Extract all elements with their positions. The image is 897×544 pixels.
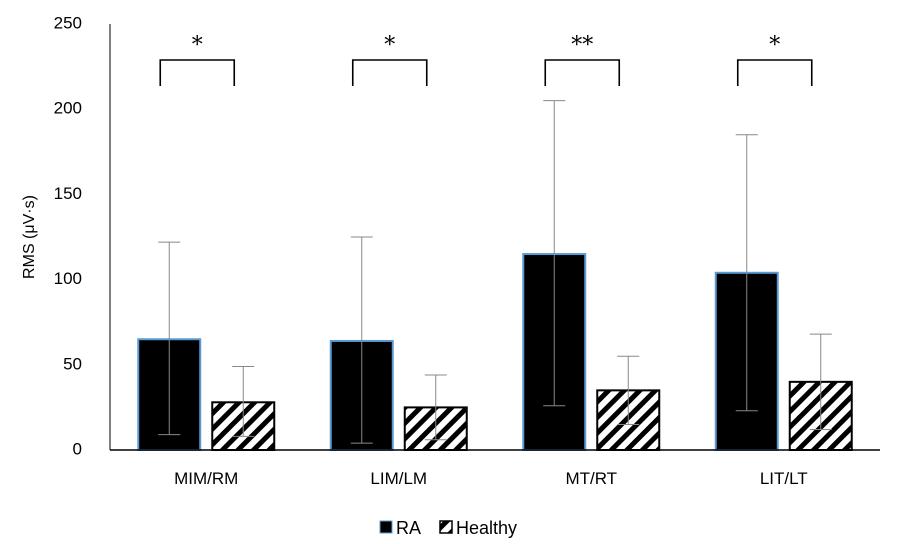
significance-label: * — [384, 33, 395, 58]
legend-swatch-ra — [379, 520, 393, 534]
x-tick-label: LIM/LM — [370, 469, 427, 488]
significance-bracket — [544, 59, 621, 86]
significance-bracket — [736, 59, 813, 86]
y-tick-label: 150 — [54, 184, 82, 203]
y-axis-title: RMS (μV·s) — [21, 195, 38, 279]
legend-label-ra: RA — [396, 518, 421, 538]
significance-brackets: * * ** * — [159, 33, 813, 86]
legend-swatch-healthy — [439, 520, 453, 534]
y-tick-label: 200 — [54, 99, 82, 118]
x-tick-label: LIT/LT — [760, 469, 808, 488]
legend-label-healthy: Healthy — [456, 518, 517, 538]
y-tick-label: 250 — [54, 13, 82, 32]
x-tick-label: MT/RT — [565, 469, 617, 488]
y-tick-label: 100 — [54, 269, 82, 288]
significance-bracket — [159, 59, 236, 86]
significance-bracket — [351, 59, 428, 86]
y-tick-label: 0 — [73, 439, 82, 458]
y-axis-title-group: RMS (μV·s) — [21, 195, 38, 279]
significance-label: ** — [571, 33, 593, 58]
significance-label: * — [769, 33, 780, 58]
x-tick-label: MIM/RM — [174, 469, 238, 488]
significance-label: * — [192, 33, 203, 58]
legend: RA Healthy — [379, 518, 517, 538]
x-axis: MIM/RM LIM/LM MT/RT LIT/LT — [110, 449, 880, 488]
y-axis: 0 50 100 150 200 250 — [54, 13, 111, 458]
plot-area — [137, 100, 853, 451]
y-tick-label: 50 — [63, 354, 82, 373]
